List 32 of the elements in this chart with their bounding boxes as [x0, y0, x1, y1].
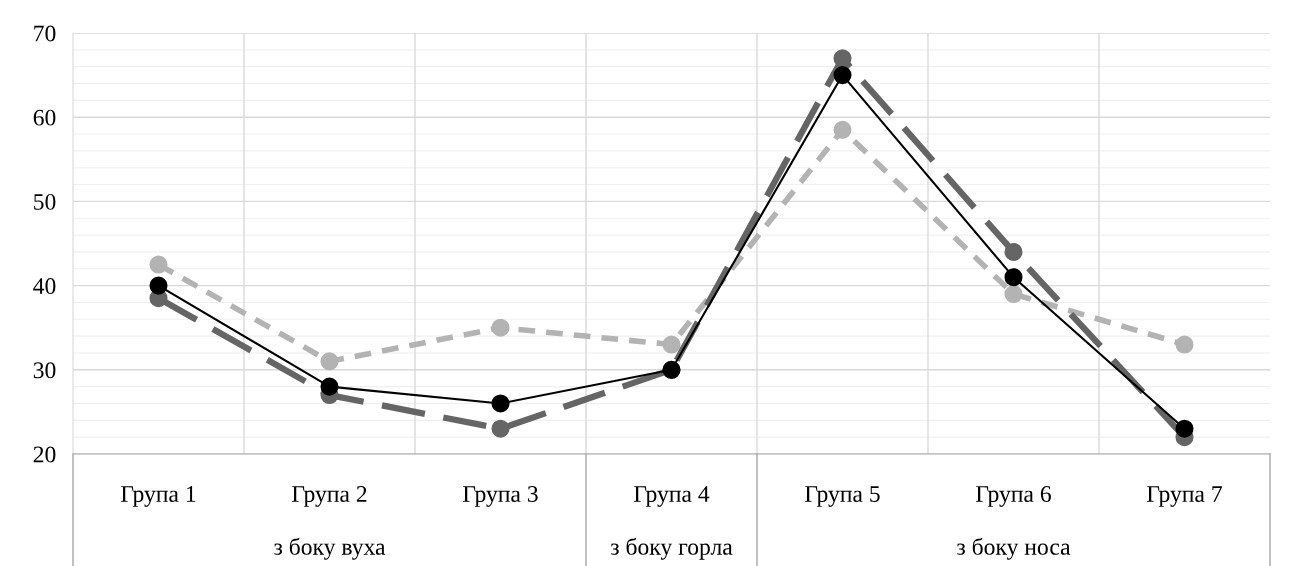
text: з боку горла	[610, 537, 733, 560]
point	[662, 335, 681, 354]
y-tick-label: 50	[34, 193, 56, 210]
point	[833, 120, 852, 139]
x-tick-label: Група 3	[463, 486, 538, 507]
point	[491, 419, 510, 438]
y-tick-label: 20	[33, 446, 56, 463]
point	[491, 318, 510, 337]
x-tick-label: Група 5	[805, 486, 880, 507]
point	[1004, 242, 1023, 261]
text: з боку вуха	[274, 537, 386, 560]
point	[833, 49, 852, 68]
point	[1004, 284, 1023, 304]
point	[491, 394, 510, 413]
point	[1004, 268, 1023, 287]
point	[1175, 335, 1194, 354]
text: з боку носа	[957, 537, 1071, 560]
x-tick-label: Група 2	[292, 486, 367, 507]
x-tick-label: Група 4	[634, 486, 710, 507]
x-tick-label: Група 1	[121, 486, 196, 507]
point	[1175, 419, 1194, 438]
point	[149, 276, 168, 295]
point	[320, 352, 339, 371]
y-tick-label: 70	[34, 25, 56, 42]
x-tick-label: Група 6	[976, 486, 1051, 507]
y-tick-label: 30	[33, 362, 56, 379]
y-tick-label: 60	[33, 109, 56, 126]
point	[833, 66, 852, 85]
point	[149, 255, 168, 274]
x-tick-label: Група 7	[1147, 486, 1222, 507]
y-tick-label: 40	[33, 278, 56, 295]
point	[320, 377, 339, 396]
